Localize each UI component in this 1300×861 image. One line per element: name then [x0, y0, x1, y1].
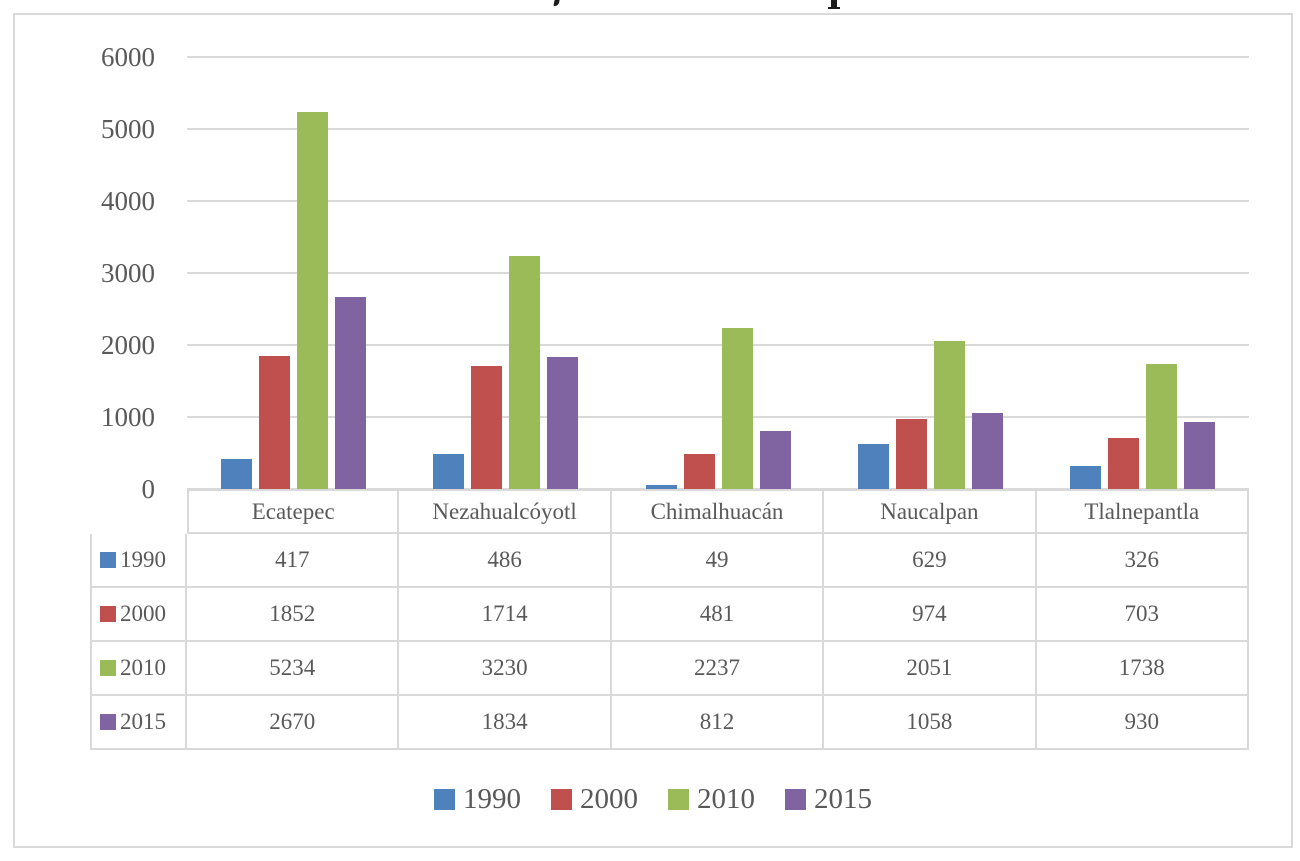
bar-2000-Nezahualcóyotl [471, 366, 503, 489]
legend-label: 2000 [580, 783, 638, 815]
bar-2010-Ecatepec [296, 112, 328, 489]
bar-2010-Naucalpan [933, 341, 965, 489]
bar-1990-Tlalnepantla [1070, 466, 1102, 489]
legend-item-1990: 1990 [434, 782, 521, 816]
table-value-2015-Nezahualcóyotl: 1834 [399, 696, 612, 750]
bar-2000-Ecatepec [258, 356, 290, 489]
table-row-label-1990: 1990 [90, 534, 187, 588]
legend-item-2015: 2015 [785, 782, 872, 816]
legend: 1990 2000 2010 2015 [15, 782, 1291, 816]
table-row-label-2000: 2000 [90, 588, 187, 642]
table-value-2010-Naucalpan: 2051 [824, 642, 1037, 696]
legend-swatch-icon [785, 788, 806, 810]
bar-cluster-Nezahualcóyotl [399, 57, 611, 489]
table-header-Chimalhuacán: Chimalhuacán [611, 489, 825, 534]
table-value-2015-Naucalpan: 1058 [824, 696, 1037, 750]
table-value-1990-Nezahualcóyotl: 486 [399, 534, 612, 588]
table-value-2010-Tlalnepantla: 1738 [1036, 642, 1249, 696]
table-corner-cell [90, 489, 187, 534]
gridline [187, 56, 1249, 58]
legend-swatch-icon [551, 788, 572, 810]
table-value-1990-Ecatepec: 417 [187, 534, 400, 588]
gridline [187, 128, 1249, 130]
gridline [187, 272, 1249, 274]
series-name: 2015 [120, 709, 166, 734]
y-axis-tick-label: 2000 [101, 330, 155, 360]
series-key-icon [100, 552, 116, 568]
legend-item-2010: 2010 [668, 782, 755, 816]
table-value-2010-Ecatepec: 5234 [187, 642, 400, 696]
series-name: 2000 [120, 601, 166, 626]
clipped-title-fragment [553, 0, 560, 6]
series-name: 1990 [120, 547, 166, 572]
y-axis-tick-label: 4000 [101, 186, 155, 216]
table-value-2000-Ecatepec: 1852 [187, 588, 400, 642]
table-value-1990-Tlalnepantla: 326 [1036, 534, 1249, 588]
legend-label: 1990 [463, 783, 521, 815]
bar-2000-Chimalhuacán [683, 454, 715, 489]
table-value-2010-Nezahualcóyotl: 3230 [399, 642, 612, 696]
series-key-icon [100, 606, 116, 622]
table-header-Naucalpan: Naucalpan [824, 489, 1037, 534]
legend-swatch-icon [434, 788, 455, 810]
table-value-2000-Chimalhuacán: 481 [611, 588, 825, 642]
table-row-label-2015: 2015 [90, 696, 187, 750]
legend-item-2000: 2000 [551, 782, 638, 816]
bar-1990-Naucalpan [857, 444, 889, 489]
bar-cluster-Tlalnepantla [1037, 57, 1249, 489]
bar-cluster-Chimalhuacán [612, 57, 824, 489]
clipped-title-fragment [828, 0, 840, 9]
bar-2010-Tlalnepantla [1146, 364, 1178, 489]
table-header-Tlalnepantla: Tlalnepantla [1036, 489, 1249, 534]
table-value-2000-Nezahualcóyotl: 1714 [399, 588, 612, 642]
bar-cluster-Naucalpan [824, 57, 1036, 489]
bar-1990-Chimalhuacán [645, 485, 677, 489]
table-header-Ecatepec: Ecatepec [187, 489, 400, 534]
gridline [187, 344, 1249, 346]
bar-2015-Nezahualcóyotl [547, 357, 579, 489]
legend-swatch-icon [668, 788, 689, 810]
bar-2000-Naucalpan [895, 419, 927, 489]
bar-2015-Chimalhuacán [759, 431, 791, 489]
y-axis-tick-label: 0 [141, 474, 156, 504]
bars-row [187, 57, 1249, 489]
table-value-2015-Tlalnepantla: 930 [1036, 696, 1249, 750]
bar-1990-Nezahualcóyotl [433, 454, 465, 489]
series-key-icon [100, 714, 116, 730]
series-name: 2010 [120, 655, 166, 680]
table-row-label-2010: 2010 [90, 642, 187, 696]
y-axis-tick-label: 5000 [101, 114, 155, 144]
gridline [187, 416, 1249, 418]
gridline [187, 200, 1249, 202]
bar-2015-Naucalpan [971, 413, 1003, 489]
bar-2010-Nezahualcóyotl [509, 256, 541, 489]
legend-label: 2010 [697, 783, 755, 815]
y-axis-tick-label: 1000 [101, 402, 155, 432]
table-value-1990-Naucalpan: 629 [824, 534, 1037, 588]
bar-2000-Tlalnepantla [1108, 438, 1140, 489]
bar-2010-Chimalhuacán [721, 328, 753, 489]
table-value-2000-Tlalnepantla: 703 [1036, 588, 1249, 642]
y-axis-tick-label: 3000 [101, 258, 155, 288]
table-header-Nezahualcóyotl: Nezahualcóyotl [399, 489, 612, 534]
table-value-2000-Naucalpan: 974 [824, 588, 1037, 642]
bar-2015-Tlalnepantla [1184, 422, 1216, 489]
plot-area [187, 56, 1249, 490]
bar-1990-Ecatepec [220, 459, 252, 489]
bar-cluster-Ecatepec [187, 57, 399, 489]
table-value-2015-Ecatepec: 2670 [187, 696, 400, 750]
data-table: Ecatepec Nezahualcóyotl Chimalhuacán Naucal… [90, 489, 1249, 750]
chart-frame: 0 1000 2000 3000 4000 5000 6000 Ecatepec Nezahu… [13, 13, 1293, 848]
table-value-2015-Chimalhuacán: 812 [611, 696, 825, 750]
legend-label: 2015 [814, 783, 872, 815]
table-value-1990-Chimalhuacán: 49 [611, 534, 825, 588]
bar-2015-Ecatepec [334, 297, 366, 489]
y-axis-tick-label: 6000 [101, 42, 155, 72]
table-value-2010-Chimalhuacán: 2237 [611, 642, 825, 696]
series-key-icon [100, 660, 116, 676]
